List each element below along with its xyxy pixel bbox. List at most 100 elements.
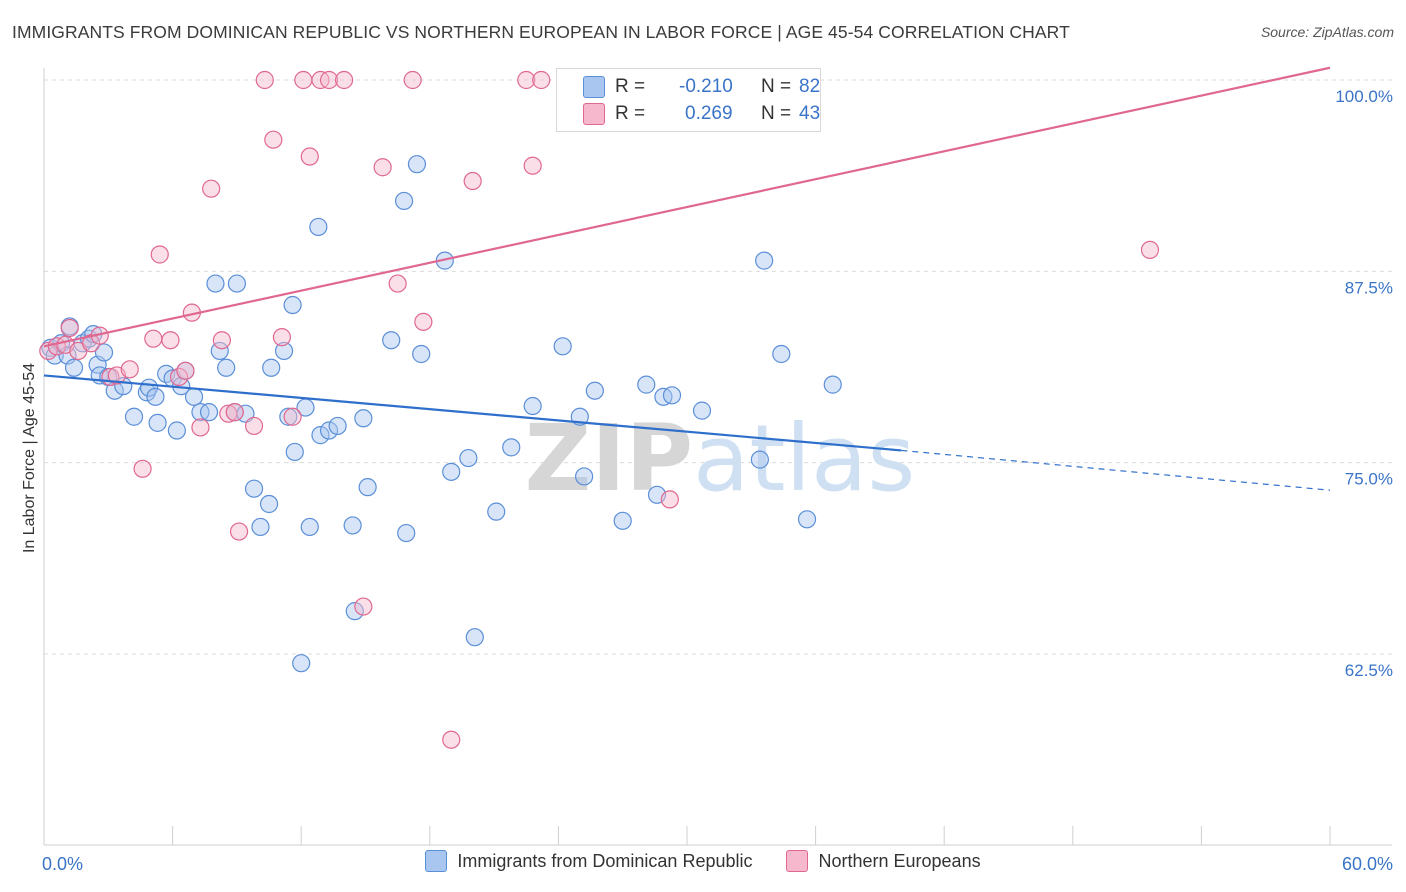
point-northern <box>144 329 163 348</box>
point-dominican <box>772 344 791 364</box>
point-northern <box>191 418 210 437</box>
point-dominican <box>259 494 279 514</box>
point-northern <box>523 156 542 175</box>
point-dominican <box>755 251 774 270</box>
n-label: N = <box>761 103 792 124</box>
point-dominican <box>407 155 427 174</box>
point-dominican <box>585 381 604 400</box>
point-northern <box>39 341 58 361</box>
point-northern <box>255 70 274 90</box>
n-value: 43 <box>799 103 821 124</box>
x-tick-label: 0.0% <box>42 854 83 874</box>
point-northern <box>272 328 292 347</box>
legend-item-northern[interactable]: Northern Europeans <box>786 850 981 872</box>
point-dominican <box>345 602 364 621</box>
point-dominican <box>309 217 328 237</box>
point-dominican <box>343 516 362 535</box>
legend-label-dominican: Immigrants from Dominican Republic <box>457 850 753 871</box>
y-axis-label: In Labor Force | Age 45-54 <box>21 363 38 553</box>
chart-title: IMMIGRANTS FROM DOMINICAN REPUBLIC VS NO… <box>12 22 1070 42</box>
y-tick-label: 100.0% <box>1335 87 1393 106</box>
point-northern <box>150 245 169 264</box>
tick-labels: 62.5% 75.0% 87.5% 100.0% 0.0% 60.0% <box>42 87 1393 874</box>
point-dominican <box>148 413 167 432</box>
point-dominican <box>217 358 236 377</box>
point-dominican <box>459 448 478 468</box>
r-value: 0.269 <box>685 103 733 124</box>
point-dominican <box>146 387 165 406</box>
point-northern <box>532 70 551 90</box>
y-tick-label: 62.5% <box>1345 661 1393 680</box>
point-dominican <box>319 421 339 440</box>
pink-swatch <box>583 103 605 125</box>
point-dominican <box>94 343 114 362</box>
point-northern <box>283 407 302 426</box>
point-northern <box>219 404 238 423</box>
r-label: R = <box>615 103 646 124</box>
trend-lines <box>43 66 1331 491</box>
point-dominican <box>382 331 401 350</box>
point-dominican <box>662 386 682 405</box>
point-northern <box>388 274 407 293</box>
point-northern <box>463 171 482 191</box>
stats-legend: R = -0.210 N = 82 R = 0.269 N = 43 <box>556 68 821 132</box>
point-dominican <box>251 517 270 537</box>
point-northern <box>373 158 392 177</box>
point-dominican <box>279 407 298 426</box>
blue-swatch <box>425 850 448 872</box>
point-dominican <box>487 502 506 521</box>
point-northern <box>300 147 319 166</box>
x-tick-label: 60.0% <box>1342 854 1393 874</box>
r-value: -0.210 <box>679 76 733 97</box>
point-dominican <box>292 654 311 673</box>
n-label: N = <box>761 76 792 97</box>
point-dominican <box>124 407 144 426</box>
point-northern <box>133 459 152 478</box>
trend-line-dominican <box>43 374 902 452</box>
y-tick-label: 75.0% <box>1345 470 1393 489</box>
bottom-legend: Immigrants from Dominican Republic North… <box>0 850 1406 872</box>
point-northern <box>1140 240 1160 260</box>
trend-line-dominican-extension <box>901 449 1331 491</box>
n-value: 82 <box>799 76 821 97</box>
point-dominican <box>575 467 594 486</box>
point-dominican <box>442 462 461 481</box>
point-dominican <box>465 628 484 647</box>
point-dominican <box>64 358 84 377</box>
point-dominican <box>199 403 219 422</box>
point-dominican <box>354 409 373 428</box>
point-northern <box>517 70 536 90</box>
point-dominican <box>244 479 264 498</box>
point-dominican <box>797 510 817 529</box>
point-dominican <box>300 517 319 537</box>
point-dominican <box>262 358 281 377</box>
point-dominican <box>283 295 302 315</box>
point-northern <box>319 70 339 90</box>
point-northern <box>660 490 679 509</box>
point-northern <box>176 361 195 380</box>
legend-label-northern: Northern Europeans <box>818 850 981 871</box>
point-northern <box>60 318 79 338</box>
point-dominican <box>502 438 521 457</box>
point-dominican <box>412 344 431 364</box>
series-northern-points <box>39 70 1160 749</box>
series-dominican-points <box>41 155 842 673</box>
trend-line-northern <box>43 66 1331 348</box>
point-northern <box>414 312 433 331</box>
point-dominican <box>227 274 246 293</box>
point-dominican <box>311 426 330 445</box>
point-northern <box>161 331 180 350</box>
point-northern <box>403 70 422 90</box>
point-northern <box>229 522 249 541</box>
point-dominican <box>553 337 572 356</box>
legend-item-dominican[interactable]: Immigrants from Dominican Republic <box>425 850 752 872</box>
point-northern <box>334 70 354 90</box>
point-dominican <box>823 375 842 394</box>
point-dominican <box>613 511 632 530</box>
point-dominican <box>397 523 416 543</box>
point-northern <box>225 403 244 422</box>
point-dominican <box>523 396 542 416</box>
point-dominican <box>285 442 304 462</box>
point-northern <box>212 331 231 350</box>
